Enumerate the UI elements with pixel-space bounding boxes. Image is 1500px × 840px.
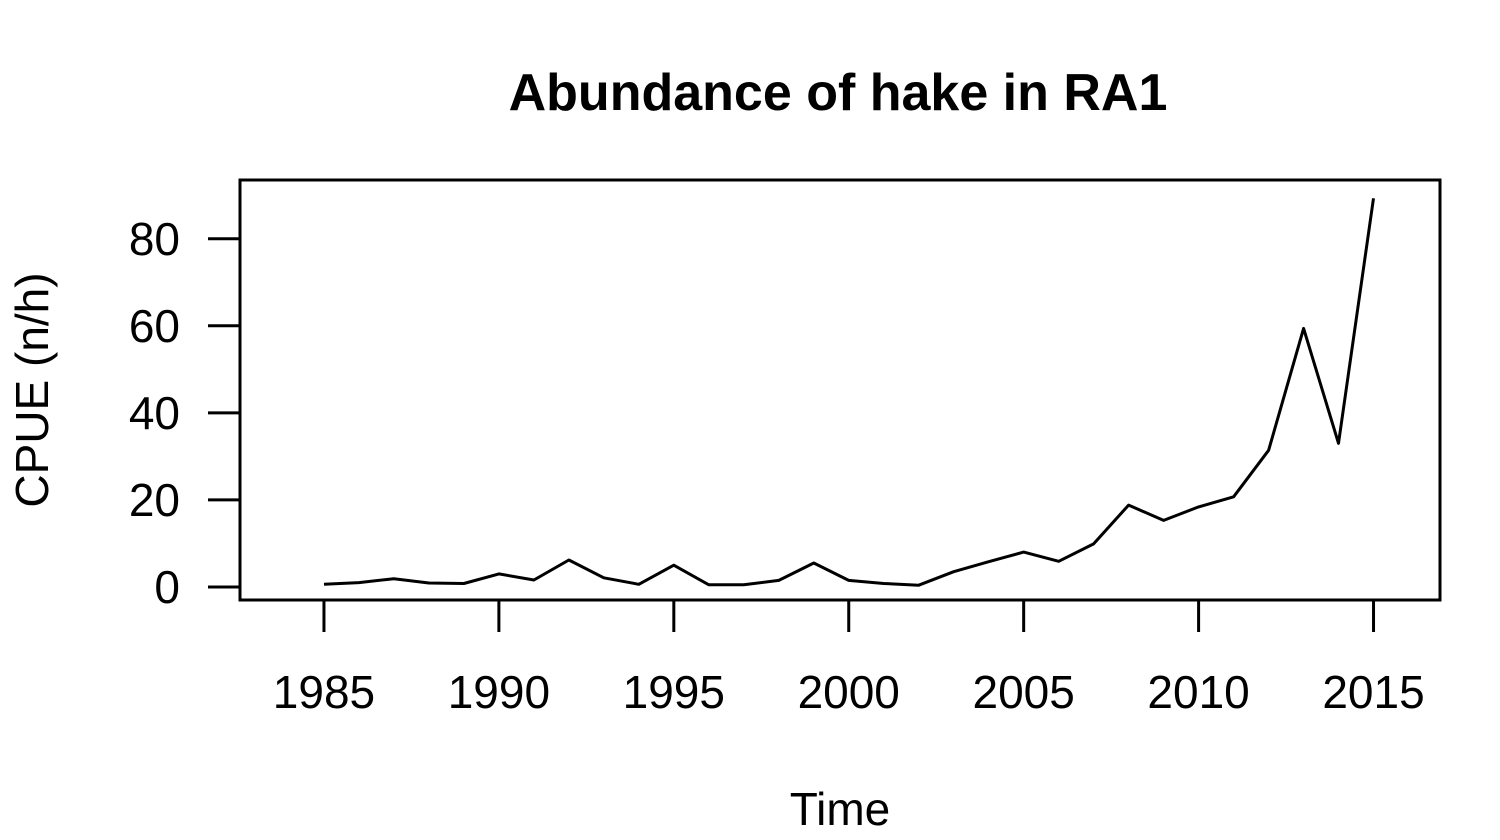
x-axis-label: Time <box>790 783 891 835</box>
x-tick-label: 2015 <box>1322 666 1424 718</box>
y-tick-label: 0 <box>154 561 180 613</box>
x-tick-label: 1990 <box>448 666 550 718</box>
y-tick-label: 20 <box>129 474 180 526</box>
x-tick-label: 1985 <box>273 666 375 718</box>
y-axis-label: CPUE (n/h) <box>6 272 58 507</box>
x-tick-label: 2005 <box>973 666 1075 718</box>
y-tick-label: 40 <box>129 387 180 439</box>
y-axis: 0 20 40 60 80 <box>129 213 242 613</box>
series-line <box>323 198 1375 587</box>
y-tick-label: 80 <box>129 213 180 265</box>
y-tick-label: 60 <box>129 300 180 352</box>
x-tick-label: 1995 <box>623 666 725 718</box>
x-tick-label: 2010 <box>1147 666 1249 718</box>
series-layer <box>323 198 1375 587</box>
x-axis: 1985 1990 1995 2000 2005 2010 2015 <box>273 598 1425 718</box>
x-tick-label: 2000 <box>798 666 900 718</box>
chart-title: Abundance of hake in RA1 <box>509 64 1168 122</box>
plot-frame <box>238 178 1442 602</box>
